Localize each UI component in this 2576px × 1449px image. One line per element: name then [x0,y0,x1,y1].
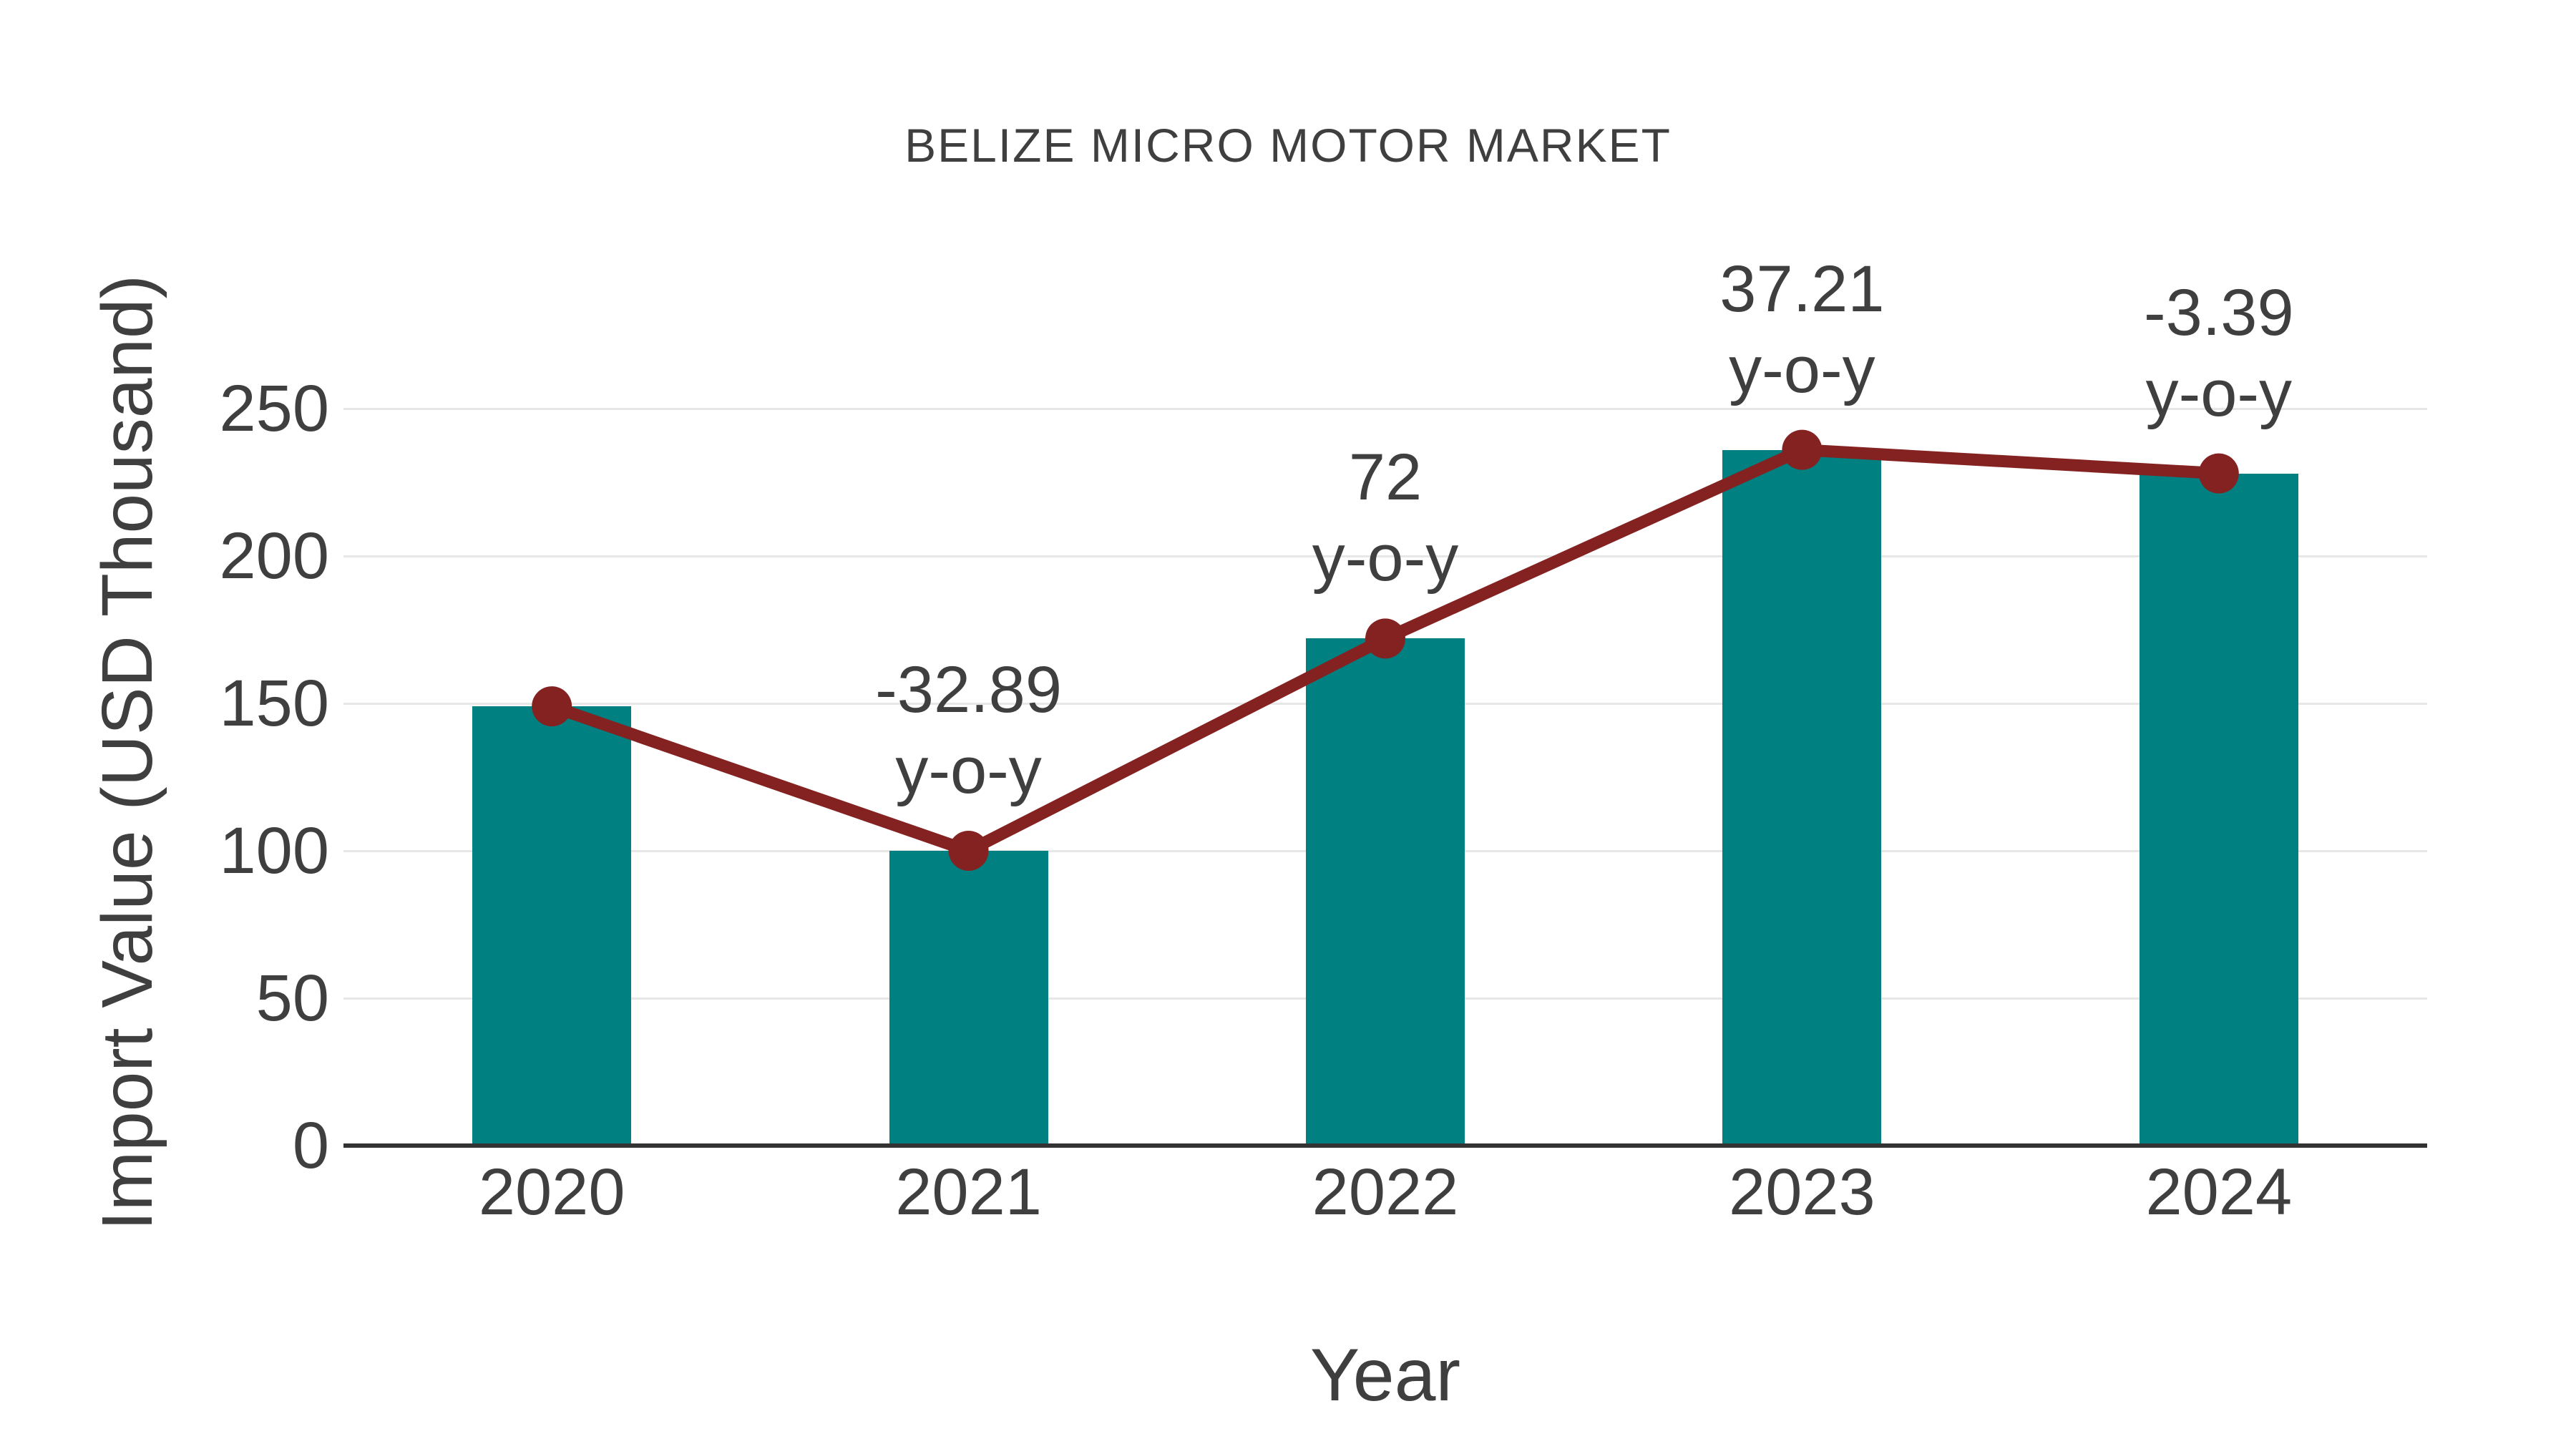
annotation-sub-2023: y-o-y [1729,333,1875,406]
y-tick-label: 250 [219,372,330,445]
x-axis-line [343,1143,2427,1148]
x-tick-label-2021: 2021 [895,1156,1042,1229]
x-tick-label-2024: 2024 [2145,1156,2293,1229]
trend-marker [1782,429,1823,470]
gridline [343,555,2427,557]
annotation-value-2022: 72 [1348,441,1423,514]
annotation-sub-2021: y-o-y [895,734,1042,807]
y-tick-label: 150 [219,667,330,740]
annotation-value-2021: -32.89 [875,653,1063,726]
gridline [343,408,2427,410]
bar-2020 [472,706,632,1146]
bar-2021 [889,851,1048,1146]
chart-title: BELIZE MICRO MOTOR MARKET [904,119,1672,172]
x-axis-title: Year [1309,1334,1461,1417]
trend-marker [1365,618,1405,659]
annotation-sub-2024: y-o-y [2145,356,2293,430]
x-tick-label-2020: 2020 [478,1156,625,1229]
trend-marker [948,831,989,871]
annotation-value-2023: 37.21 [1719,252,1885,326]
x-tick-label-2022: 2022 [1312,1156,1459,1229]
annotation-value-2024: -3.39 [2143,275,2294,349]
y-tick-label: 200 [219,519,330,592]
y-tick-label: 0 [292,1109,329,1182]
bar-2022 [1306,638,1465,1146]
y-tick-label: 50 [255,962,329,1035]
x-tick-label-2023: 2023 [1729,1156,1875,1229]
bar-2024 [2139,473,2298,1146]
annotation-sub-2022: y-o-y [1312,522,1459,595]
bar-2023 [1722,449,1882,1146]
y-tick-label: 100 [219,814,330,887]
trend-marker [532,686,572,727]
trend-marker [2198,453,2239,494]
